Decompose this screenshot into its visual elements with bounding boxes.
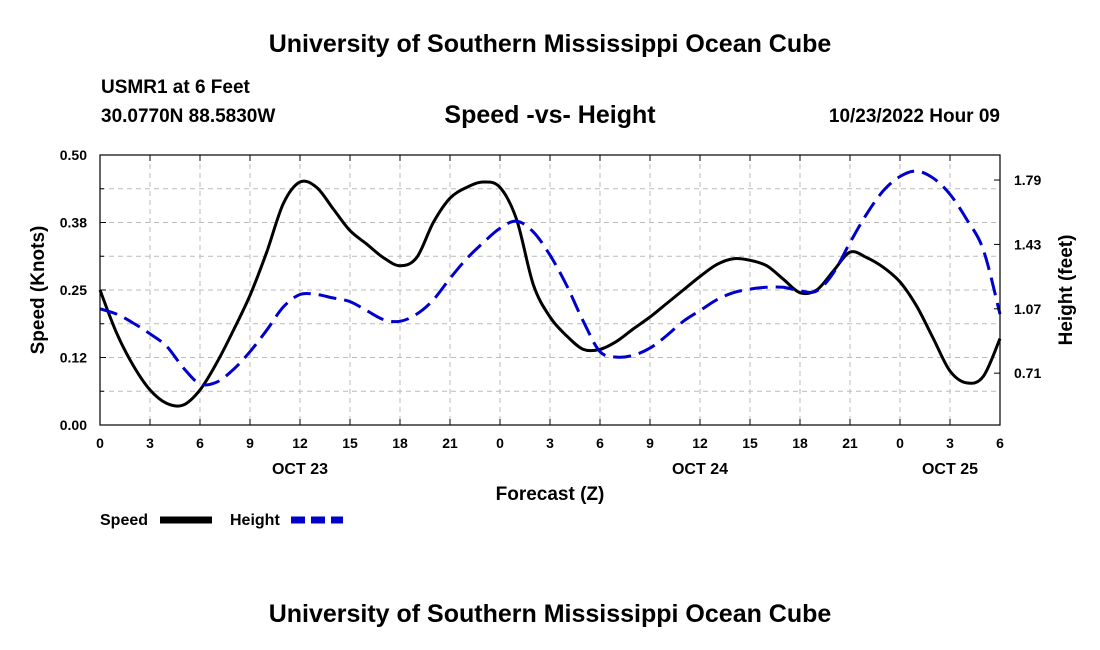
series-line-speed xyxy=(98,179,1002,408)
forecast-datetime: 10/23/2022 Hour 09 xyxy=(828,106,1000,127)
x-tick-label: 0 xyxy=(496,435,504,451)
x-tick-label: 6 xyxy=(996,435,1004,451)
x-axis-label: Forecast (Z) xyxy=(496,484,605,505)
x-tick-label: 15 xyxy=(742,435,758,451)
x-tick-label: 21 xyxy=(442,435,458,451)
x-tick-label: 6 xyxy=(596,435,604,451)
station-coordinates: 30.0770N 88.5830W xyxy=(101,106,276,127)
axes: 0 3 6 9 12 15 18 21 0 3 6 9 12 15 18 21 0 3 6 OCT 23 OCT 24 O… xyxy=(60,147,1042,478)
series-layer xyxy=(98,169,1002,408)
x-tick-label: 21 xyxy=(842,435,858,451)
y-left-tick-label: 0.25 xyxy=(60,282,87,298)
chart-subtitle: Speed -vs- Height xyxy=(444,101,656,129)
x-tick-label: 6 xyxy=(196,435,204,451)
y-left-tick-label: 0.38 xyxy=(60,215,87,231)
legend-height-label: Height xyxy=(230,512,280,529)
y-left-tick-label: 0.50 xyxy=(60,147,87,163)
date-label: OCT 23 xyxy=(272,461,328,478)
legend: Speed Height xyxy=(100,512,343,529)
x-tick-label: 9 xyxy=(646,435,654,451)
station-label: USMR1 at 6 Feet xyxy=(101,77,250,98)
footer-title: University of Southern Mississippi Ocean… xyxy=(268,600,832,628)
y-left-tick-label: 0.12 xyxy=(60,350,87,366)
y-axis-left-label: Speed (Knots) xyxy=(28,226,49,355)
date-label: OCT 25 xyxy=(922,461,978,478)
x-tick-label: 12 xyxy=(692,435,708,451)
y-right-tick-label: 1.43 xyxy=(1014,236,1041,252)
series-line-height xyxy=(99,169,1002,387)
y-left-tick-label: 0.00 xyxy=(60,417,87,433)
main-title: University of Southern Mississippi Ocean… xyxy=(268,30,832,58)
x-tick-label: 18 xyxy=(392,435,408,451)
y-right-tick-label: 1.07 xyxy=(1014,301,1041,317)
x-tick-label: 9 xyxy=(246,435,254,451)
x-tick-label: 12 xyxy=(292,435,308,451)
x-tick-label: 15 xyxy=(342,435,358,451)
y-right-tick-label: 0.71 xyxy=(1014,365,1041,381)
grid xyxy=(100,155,1000,425)
y-axis-right-label: Height (feet) xyxy=(1056,235,1077,346)
x-tick-label: 18 xyxy=(792,435,808,451)
date-label: OCT 24 xyxy=(672,461,728,478)
y-right-tick-label: 1.79 xyxy=(1014,172,1041,188)
x-tick-label: 3 xyxy=(946,435,954,451)
x-tick-label: 3 xyxy=(146,435,154,451)
x-tick-label: 3 xyxy=(546,435,554,451)
x-tick-label: 0 xyxy=(896,435,904,451)
legend-speed-label: Speed xyxy=(100,512,148,529)
x-tick-label: 0 xyxy=(96,435,104,451)
